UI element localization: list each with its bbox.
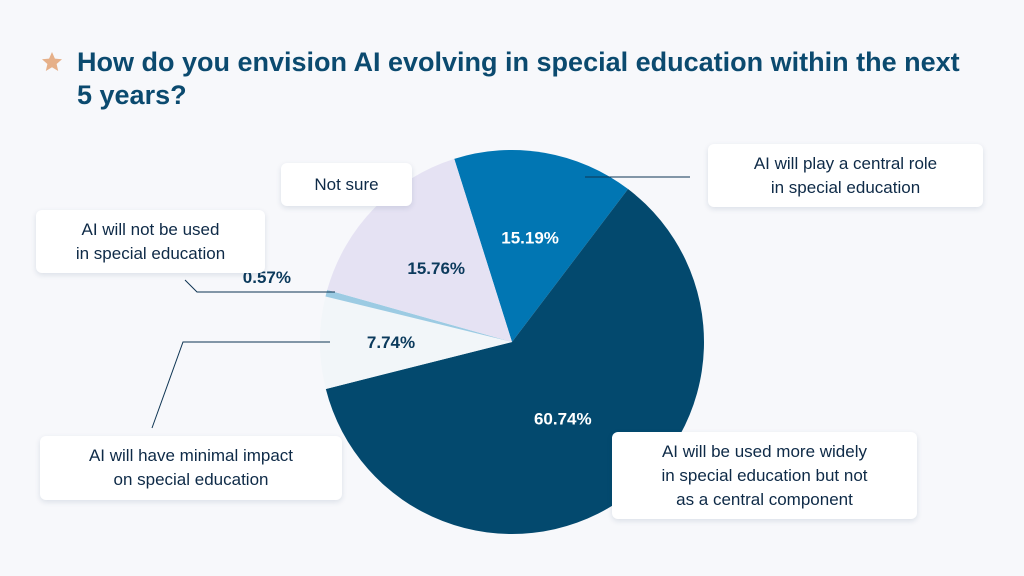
callout-minimal-impact: AI will have minimal impact on special e… xyxy=(40,436,342,500)
leader-line-not-used xyxy=(184,279,335,293)
callout-not-used-line1: AI will not be used xyxy=(81,219,220,239)
callout-minimal-impact-line2: on special education xyxy=(113,470,269,489)
callout-central-role: AI will play a central role in special e… xyxy=(708,144,983,207)
pie-slice-ai-will-be-used-more-widely-in-special-education-but-not-as-a-central-component xyxy=(325,189,705,534)
slice-value-label-not-sure: 15.76% xyxy=(407,259,465,278)
leader-lines xyxy=(151,176,690,429)
pie-slice-not-sure xyxy=(327,158,512,342)
callout-not-sure-line1: Not sure xyxy=(314,174,379,194)
pie-slice-ai-will-play-a-central-role-in-special-education xyxy=(454,150,629,342)
callout-minimal-impact-line1: AI will have minimal impact xyxy=(88,446,294,465)
chart-title: How do you envision AI evolving in speci… xyxy=(77,47,960,110)
callout-not-used-line2: in special education xyxy=(75,243,226,263)
pie-slice-labels: 15.19%60.74%7.74%0.57% 15.76% xyxy=(243,229,592,429)
slice-value-label-ai-will-have-minimal-impact-on-special-education: 7.74% xyxy=(367,333,415,352)
pie-slices xyxy=(320,150,705,534)
star-icon xyxy=(42,52,62,71)
slice-value-label-ai-will-be-used-more-widely-in-special-education-but-not-as-a-central-component: 60.74% xyxy=(534,409,592,428)
callout-central-role-line1: AI will play a central role xyxy=(753,153,938,173)
leader-line-minimal xyxy=(151,341,330,429)
callout-used-more-widely-line1: AI will be used more widely xyxy=(661,441,867,461)
callout-used-more-widely: AI will be used more widely in special e… xyxy=(612,432,917,519)
callout-not-used: AI will not be used in special education xyxy=(36,210,265,273)
pie-slice-ai-will-not-be-used-in-special-education xyxy=(325,289,512,342)
callout-not-sure: Not sure xyxy=(281,163,412,206)
callout-central-role-line2: in special education xyxy=(770,177,921,197)
pie-slice-ai-will-have-minimal-impact-on-special-education xyxy=(320,296,512,389)
callout-used-more-widely-line3: as a central component xyxy=(676,489,853,509)
callout-used-more-widely-line2: in special education but not xyxy=(661,465,868,485)
slice-value-label-ai-will-play-a-central-role-in-special-education: 15.19% xyxy=(501,229,559,248)
